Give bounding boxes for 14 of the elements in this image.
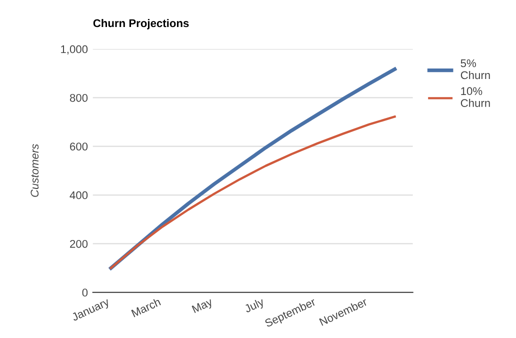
x-tick-label: March — [131, 298, 161, 318]
chart-title: Churn Projections — [93, 18, 189, 30]
y-tick-label: 1,000 — [61, 45, 88, 54]
x-tick-label: May — [192, 298, 214, 316]
y-tick-label: 400 — [70, 191, 88, 200]
y-tick-label: 600 — [70, 142, 88, 150]
y-axis-title: Customers — [30, 144, 39, 197]
legend-label: 5% Churn — [460, 59, 490, 80]
y-tick-label: 0 — [82, 288, 88, 297]
line-series — [110, 116, 396, 270]
legend-label: 10% Churn — [460, 87, 490, 108]
y-tick-label: 800 — [70, 94, 88, 102]
x-tick-label: July — [244, 297, 266, 315]
y-tick-label: 200 — [70, 240, 88, 248]
